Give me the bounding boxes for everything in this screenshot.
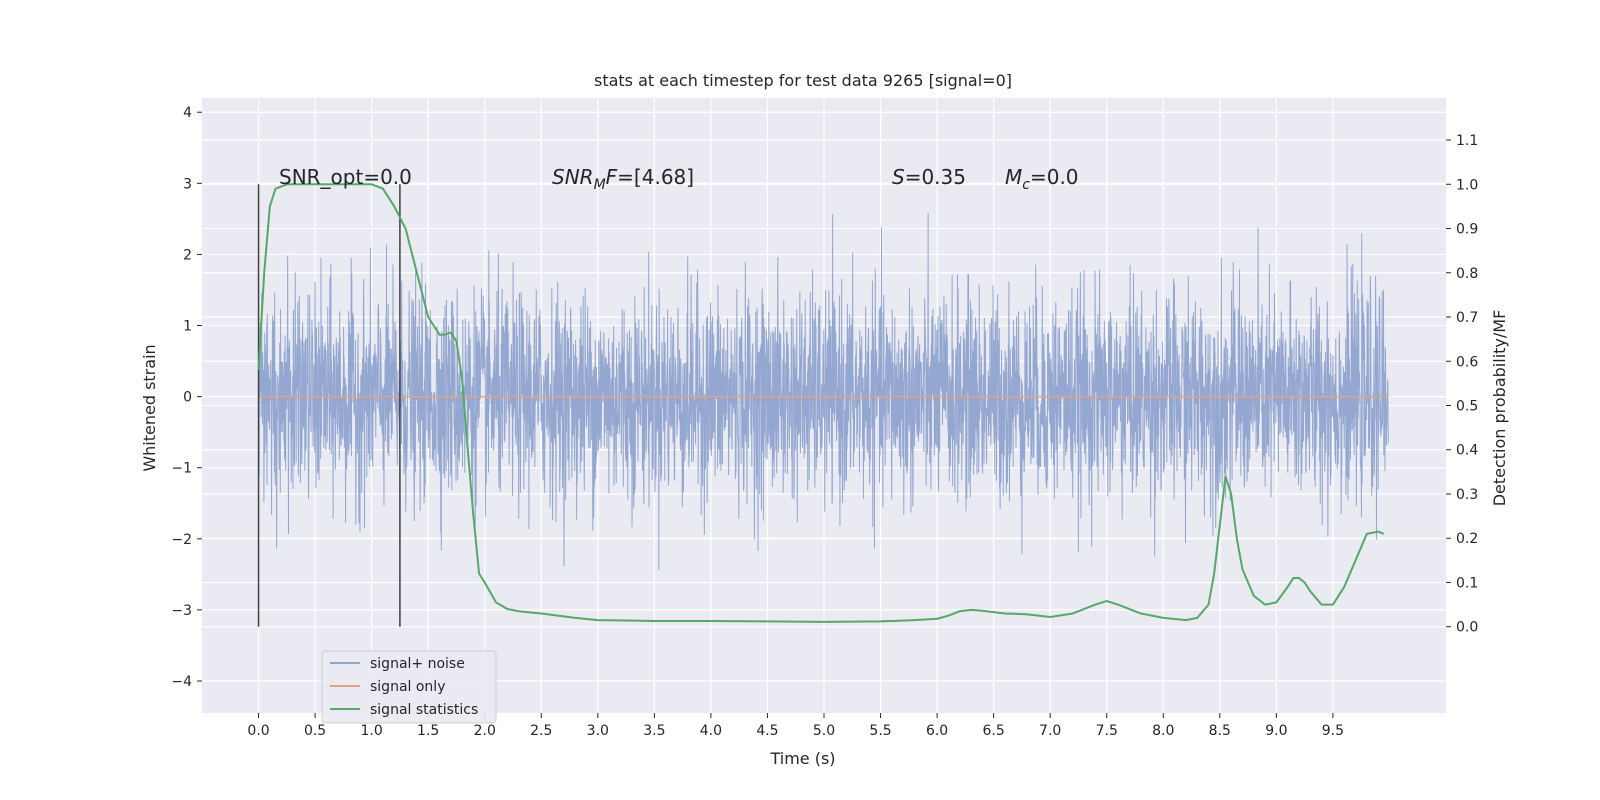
y-tick-label: 3 (183, 176, 192, 192)
x-tick-label: 1.0 (361, 723, 383, 739)
y2-axis-ticks: 1.1 1.0 0.9 0.8 0.7 0.6 0.5 0.4 0.3 0.2 0.1 0.0 (1446, 133, 1478, 636)
x-tick-label: 4.5 (756, 723, 778, 739)
x-tick-label: 0.0 (247, 723, 269, 739)
x-tick-label: 9.5 (1322, 723, 1344, 739)
annotation-mc: Mc=0.0 (1005, 165, 1079, 193)
x-tick-label: 1.5 (417, 723, 439, 739)
y-tick-label: −2 (171, 532, 192, 548)
noise-line (258, 213, 1389, 570)
vertical-markers (257, 184, 401, 627)
y2-tick-label: 0.4 (1456, 443, 1478, 459)
x-axis-ticks: 0.0 0.5 1.0 1.5 2.0 2.5 3.0 3.5 4.0 4.5 5.0 5.5 6.0 6… (247, 713, 1344, 739)
x-axis-label: Time (s) (769, 749, 835, 768)
legend: signal+ noise signal only signal statist… (321, 650, 497, 724)
y2-tick-label: 0.5 (1456, 399, 1478, 415)
annotation-snr-opt: SNR_opt=0.0 (279, 165, 412, 189)
x-tick-label: 8.0 (1152, 723, 1174, 739)
legend-label-noise: signal+ noise (370, 656, 465, 672)
x-tick-label: 5.5 (869, 723, 891, 739)
y2-tick-label: 0.8 (1456, 266, 1478, 282)
noise-series (258, 213, 1389, 570)
x-tick-label: 6.5 (983, 723, 1005, 739)
y2-tick-label: 0.6 (1456, 354, 1478, 370)
y-tick-label: −1 (171, 461, 192, 477)
y-axis-ticks: 4 3 2 1 0 −1 −2 −3 −4 (171, 105, 202, 690)
legend-label-stats: signal statistics (370, 702, 478, 718)
legend-box (321, 650, 497, 724)
annotation-snr-mf: SNRMF=[4.68] (552, 165, 694, 193)
x-tick-label: 7.0 (1039, 723, 1061, 739)
x-tick-label: 0.5 (304, 723, 326, 739)
y2-tick-label: 0.0 (1456, 620, 1478, 636)
y-tick-label: 0 (183, 390, 192, 406)
y-tick-label: 1 (183, 319, 192, 335)
y-tick-label: −3 (171, 603, 192, 619)
x-tick-label: 8.5 (1209, 723, 1231, 739)
y-tick-label: −4 (171, 674, 192, 690)
y2-axis-label: Detection probability/MF (1490, 310, 1509, 507)
stats-line (257, 183, 1385, 623)
y-tick-label: 2 (183, 247, 192, 263)
y2-tick-label: 0.1 (1456, 575, 1478, 591)
y2-tick-label: 0.2 (1456, 531, 1478, 547)
x-tick-label: 7.5 (1096, 723, 1118, 739)
x-tick-label: 6.0 (926, 723, 948, 739)
x-tick-label: 4.0 (700, 723, 722, 739)
y2-tick-label: 0.7 (1456, 310, 1478, 326)
chart-title: stats at each timestep for test data 926… (594, 71, 1012, 90)
y-axis-label: Whitened strain (140, 344, 159, 471)
legend-label-signal: signal only (370, 679, 445, 695)
stats-series (257, 183, 1385, 623)
x-tick-label: 9.0 (1265, 723, 1287, 739)
y2-tick-label: 1.0 (1456, 177, 1478, 193)
x-tick-label: 3.0 (587, 723, 609, 739)
annotation-s: S=0.35 (892, 165, 966, 189)
x-tick-label: 2.0 (474, 723, 496, 739)
y2-tick-label: 0.3 (1456, 487, 1478, 503)
x-tick-label: 2.5 (530, 723, 552, 739)
y-tick-label: 4 (183, 105, 192, 121)
y2-tick-label: 1.1 (1456, 133, 1478, 149)
x-tick-label: 3.5 (643, 723, 665, 739)
y2-tick-label: 0.9 (1456, 222, 1478, 238)
x-tick-label: 5.0 (813, 723, 835, 739)
